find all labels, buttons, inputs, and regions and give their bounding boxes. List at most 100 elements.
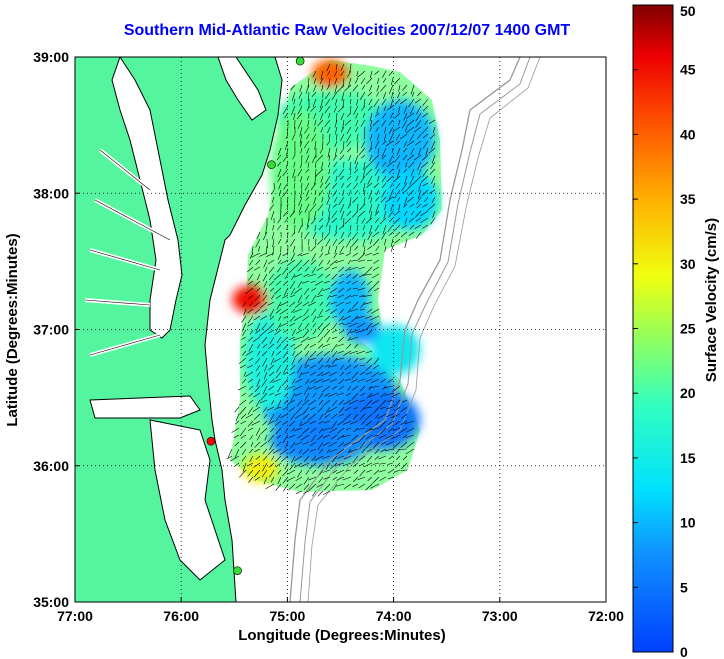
velocity-arrow	[347, 175, 352, 181]
velocity-arrow	[379, 420, 387, 429]
velocity-arrow	[367, 280, 373, 286]
velocity-arrow	[335, 63, 338, 71]
velocity-arrow	[383, 133, 387, 141]
velocity-arrow	[322, 455, 331, 459]
velocity-arrow	[255, 238, 261, 248]
velocity-arrow	[285, 161, 289, 169]
velocity-arrow	[277, 252, 282, 260]
velocity-arrow	[375, 420, 380, 426]
velocity-arrow	[374, 140, 380, 149]
velocity-arrow	[290, 252, 296, 261]
velocity-arrow	[292, 336, 303, 341]
velocity-arrow	[373, 98, 380, 108]
velocity-arrow	[369, 427, 380, 431]
velocity-arrow	[362, 84, 366, 90]
velocity-arrow	[332, 329, 338, 333]
velocity-arrow	[310, 434, 317, 443]
velocity-arrow	[417, 161, 422, 171]
velocity-arrow	[344, 119, 352, 126]
velocity-arrow	[409, 133, 415, 142]
velocity-arrow	[339, 147, 345, 155]
velocity-arrow	[275, 371, 282, 379]
velocity-arrow	[263, 371, 268, 380]
velocity-arrow	[350, 294, 359, 297]
velocity-arrow	[275, 462, 282, 468]
velocity-arrow	[390, 238, 394, 247]
velocity-arrow	[377, 133, 380, 141]
velocity-arrow	[345, 238, 352, 248]
velocity-arrow	[316, 266, 324, 272]
velocity-arrow	[279, 210, 282, 219]
velocity-arrow	[365, 168, 373, 176]
velocity-arrow	[422, 105, 429, 112]
velocity-arrow	[323, 420, 331, 424]
velocity-arrow	[275, 413, 282, 422]
velocity-arrow	[289, 322, 296, 327]
radar-station-marker	[295, 57, 305, 66]
velocity-arrow	[429, 119, 436, 124]
velocity-arrow	[371, 371, 380, 378]
velocity-arrow	[355, 315, 366, 319]
velocity-arrow	[293, 273, 303, 278]
velocity-arrow	[290, 84, 296, 91]
velocity-arrow	[379, 399, 387, 408]
velocity-arrow	[300, 147, 303, 154]
velocity-arrow	[297, 266, 303, 272]
map-title: Southern Mid-Atlantic Raw Velocities 200…	[123, 22, 571, 39]
velocity-arrow	[374, 448, 380, 455]
velocity-arrow	[400, 462, 408, 470]
velocity-arrow	[247, 308, 254, 314]
velocity-arrow	[357, 476, 366, 481]
velocity-arrow	[432, 182, 436, 188]
velocity-arrow	[346, 371, 352, 375]
velocity-arrow	[227, 448, 233, 458]
velocity-arrow	[344, 294, 352, 300]
velocity-arrow	[271, 231, 275, 240]
velocity-arrow	[248, 357, 254, 362]
velocity-arrow	[306, 147, 310, 154]
velocity-arrow	[304, 357, 310, 366]
velocity-arrow	[351, 259, 359, 262]
velocity-arrow	[332, 238, 338, 246]
velocity-arrow	[339, 273, 345, 278]
velocity-arrow	[318, 308, 324, 316]
velocity-arrow	[289, 210, 296, 218]
velocity-arrow	[290, 364, 296, 371]
velocity-arrow	[362, 224, 366, 231]
velocity-arrow	[324, 175, 331, 185]
velocity-arrow	[314, 140, 317, 150]
velocity-arrow	[326, 301, 331, 307]
velocity-arrow	[286, 126, 289, 134]
velocity-arrow	[347, 231, 352, 238]
x-axis-label: Longitude (Degrees:Minutes)	[238, 627, 446, 644]
velocity-arrow	[357, 322, 366, 328]
velocity-arrow	[359, 273, 366, 278]
velocity-arrow	[327, 259, 331, 265]
velocity-arrow	[249, 434, 254, 440]
velocity-arrow	[363, 161, 366, 170]
velocity-arrow	[322, 140, 324, 149]
velocity-arrow	[295, 329, 303, 334]
velocity-arrow	[249, 301, 254, 307]
velocity-arrow	[291, 91, 296, 101]
velocity-arrow	[310, 406, 317, 411]
velocity-arrow	[307, 336, 317, 340]
velocity-arrow	[404, 175, 408, 185]
velocity-arrow	[402, 455, 408, 461]
velocity-arrow	[302, 448, 310, 456]
velocity-arrow	[396, 161, 401, 169]
velocity-arrow	[316, 238, 324, 246]
velocity-arrow	[312, 490, 317, 497]
velocity-arrow	[372, 266, 380, 271]
velocity-arrow	[339, 154, 345, 161]
velocity-arrow	[322, 427, 331, 431]
velocity-arrow	[347, 308, 352, 314]
velocity-arrow	[378, 371, 387, 375]
velocity-arrow	[302, 315, 310, 321]
velocity-arrow	[334, 140, 338, 148]
velocity-arrow	[336, 462, 345, 466]
velocity-arrow	[323, 329, 331, 338]
velocity-arrow	[298, 210, 303, 216]
velocity-arrow	[279, 322, 289, 327]
